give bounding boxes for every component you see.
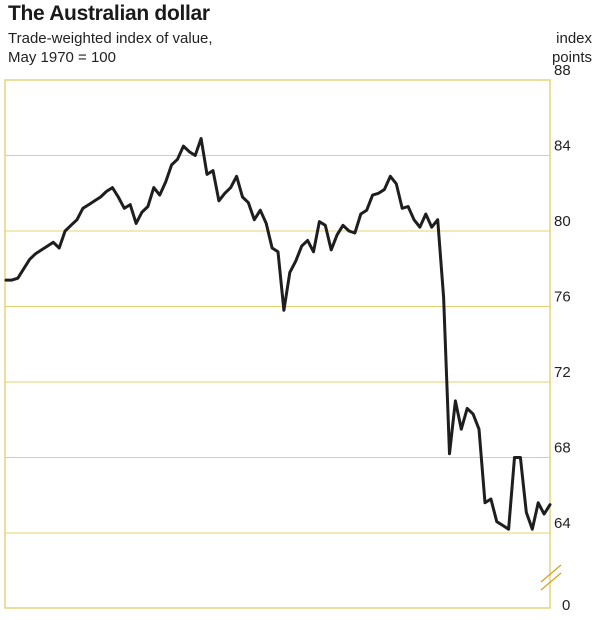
axis-break-mark-1: [540, 564, 562, 583]
subtitle-line-1: Trade-weighted index of value,: [8, 30, 213, 47]
y-tick-label-64: 64: [554, 515, 571, 532]
y-tick-label-68: 68: [554, 440, 571, 457]
series-line-trade-weighted-index: [4, 137, 552, 531]
unit-line-2: points: [551, 49, 592, 66]
chart-subtitle: Trade-weighted index of value, May 1970 …: [8, 29, 213, 67]
y-tick-label-80: 80: [554, 213, 571, 230]
y-axis-unit-label: index points: [552, 29, 592, 67]
axis-break-mark-2: [540, 572, 562, 591]
y-tick-label-84: 84: [554, 138, 571, 155]
y-tick-label-88: 88: [554, 62, 571, 79]
y-tick-label-76: 76: [554, 289, 571, 306]
y-tick-label-72: 72: [554, 364, 571, 381]
plot-frame: [4, 79, 551, 609]
unit-line-1: index: [556, 30, 592, 47]
chart-title: The Australian dollar: [8, 2, 210, 25]
subtitle-line-2: May 1970 = 100: [8, 49, 116, 66]
y-tick-label-0: 0: [562, 597, 570, 614]
